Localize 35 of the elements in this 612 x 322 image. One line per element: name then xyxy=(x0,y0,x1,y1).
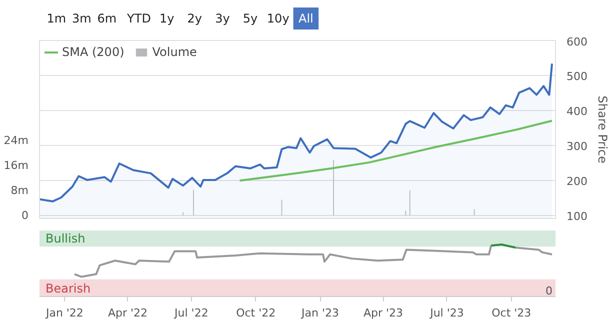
y-tick-label: 300 xyxy=(566,140,588,154)
text: 1m xyxy=(46,12,66,26)
x-tick-label: Jan '23 xyxy=(300,306,339,320)
y-axis-title: Share Price xyxy=(595,96,610,164)
x-tick-label: Oct '22 xyxy=(236,306,276,320)
band-label: Bullish xyxy=(46,232,86,246)
y-tick-label: 600 xyxy=(566,36,588,48)
text: 3m xyxy=(72,12,92,26)
y2-tick-label: 0 xyxy=(22,208,28,222)
y2-tick-label: 8m xyxy=(10,184,29,197)
text: 3y xyxy=(215,12,230,26)
y2-tick-label: 24m xyxy=(4,134,29,147)
text: All xyxy=(298,12,314,26)
annotation: 0 xyxy=(546,284,552,298)
text: 6m xyxy=(97,12,117,26)
x-tick-label: Oct '23 xyxy=(492,306,532,320)
text: YTD xyxy=(126,12,151,26)
x-tick-label: Jan '22 xyxy=(44,306,84,320)
x-tick-label: Jul '22 xyxy=(174,306,208,320)
y2-tick-label: 16m xyxy=(4,158,29,172)
legend-label: SMA (200) xyxy=(62,45,124,59)
x-tick-label: Apr '23 xyxy=(363,306,404,320)
y-tick-label: 100 xyxy=(566,210,588,224)
text: 10y xyxy=(266,12,290,26)
y-tick-label: 500 xyxy=(566,70,588,84)
line-series xyxy=(238,120,553,182)
x-tick-label: Apr '22 xyxy=(108,306,148,320)
legend-label: Volume xyxy=(152,45,197,59)
text: 1y xyxy=(159,12,174,26)
x-tick-label: Jul '23 xyxy=(429,306,464,320)
text: 2y xyxy=(187,12,202,26)
y-tick-label: 200 xyxy=(566,175,588,188)
band-label: Bearish xyxy=(46,282,91,296)
text: 5y xyxy=(242,12,258,26)
y-tick-label: 400 xyxy=(566,105,588,118)
